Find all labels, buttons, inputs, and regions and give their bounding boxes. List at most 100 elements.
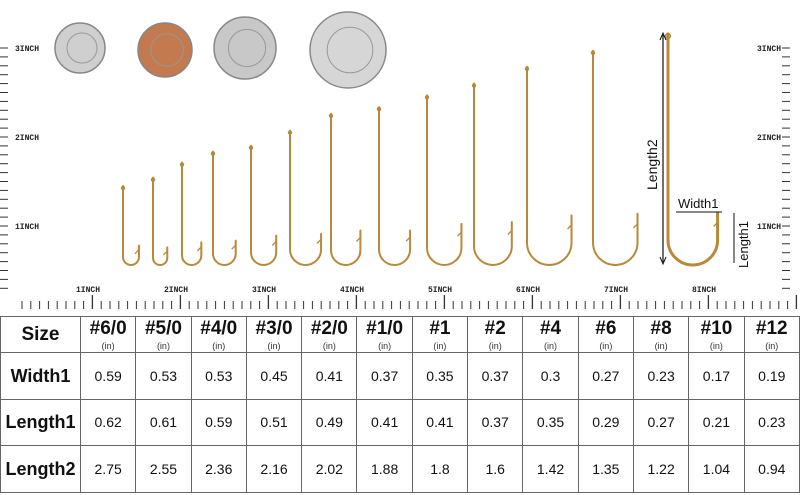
penny-coin (137, 22, 193, 78)
row-label: Width1 (0, 352, 81, 400)
vertical-rulers: 3INCH 2INCH 1INCH 3INCH 2INCH 1INCH (0, 45, 790, 289)
value-cell: 0.37 (467, 352, 524, 400)
value-cell: 0.35 (411, 352, 469, 400)
value-cell: 1.35 (577, 445, 634, 493)
row-label: Length2 (0, 445, 81, 493)
unit-label: (in) (709, 341, 723, 351)
horizontal-ruler-label: 6INCH (516, 286, 540, 295)
size-label: #4/0 (200, 318, 238, 339)
size-header-cell: #8 (in) (632, 316, 690, 353)
hook-#4 (248, 144, 278, 266)
unit-label: (in) (101, 341, 115, 351)
horizontal-ruler: 1INCH 2INCH 3INCH 4INCH 5INCH 6INCH 7INCH 8INCH (21, 286, 798, 309)
horizontal-ruler-label: 7INCH (604, 286, 628, 295)
value-cell: 0.62 (79, 398, 137, 447)
hook-#8 (179, 161, 203, 266)
size-label: #2 (484, 318, 506, 339)
size-header-cell: #12 (in) (743, 316, 800, 353)
value-cell: 1.88 (356, 445, 413, 493)
quarter-coin (309, 11, 387, 89)
dimension-diagram: Length2 Width1 Length1 (644, 31, 751, 268)
size-header-cell: #6 (in) (577, 316, 634, 353)
value-cell: 0.27 (632, 398, 690, 447)
dime-coin (54, 22, 106, 74)
table-row: Length1 0.62 0.61 0.59 0.51 0.49 0.41 0.41 0.37 0… (0, 398, 800, 447)
table-row: Length2 2.75 2.55 2.36 2.16 2.02 1.88 1.8 1.6 1.4… (0, 445, 800, 493)
vertical-ruler-label: 2INCH (15, 134, 39, 143)
size-header-cell: #10 (in) (688, 316, 745, 353)
value-cell: 2.55 (135, 445, 192, 493)
value-cell: 2.36 (190, 445, 247, 493)
unit-label: (in) (378, 341, 392, 351)
table-row: Width1 0.59 0.53 0.53 0.45 0.41 0.37 0.35 0.37 0.… (0, 352, 800, 400)
size-label: #6/0 (89, 318, 127, 339)
hook-#10 (150, 176, 169, 266)
length1-label: Length1 (736, 221, 751, 268)
unit-label: (in) (433, 341, 447, 351)
vertical-ruler-label: 1INCH (15, 223, 39, 232)
unit-label: (in) (544, 341, 558, 351)
hook-#2/0 (424, 94, 463, 266)
hook-#4/0 (524, 65, 573, 266)
size-label: #12 (755, 318, 788, 339)
value-cell: 0.37 (356, 352, 413, 400)
value-cell: 0.23 (632, 352, 690, 400)
size-label: #6 (595, 318, 617, 339)
horizontal-ruler-label: 8INCH (692, 286, 716, 295)
size-label: #10 (700, 318, 733, 339)
vertical-ruler-label: 1INCH (757, 223, 781, 232)
unit-label: (in) (488, 341, 502, 351)
size-header-cell: #6/0 (in) (79, 316, 137, 353)
value-cell: 2.16 (245, 445, 303, 493)
horizontal-ruler-label: 4INCH (340, 286, 364, 295)
size-header-cell: #5/0 (in) (135, 316, 192, 353)
value-cell: 0.45 (245, 352, 303, 400)
size-header-cell: #2/0 (in) (301, 316, 358, 353)
unit-label: (in) (599, 341, 613, 351)
hook-#1 (328, 112, 362, 266)
value-cell: 0.27 (577, 352, 634, 400)
unit-label: (in) (156, 341, 170, 351)
value-cell: 0.41 (411, 398, 469, 447)
hook-#5/0 (590, 49, 639, 266)
size-header-cell: #4 (in) (522, 316, 579, 353)
size-label: #1/0 (366, 318, 404, 339)
value-cell: 0.37 (467, 398, 524, 447)
value-cell: 0.17 (688, 352, 745, 400)
size-header-cell: #1/0 (in) (356, 316, 413, 353)
value-cell: 0.53 (135, 352, 192, 400)
value-cell: 0.19 (743, 352, 800, 400)
value-cell: 0.3 (522, 352, 579, 400)
hook-#1/0 (376, 106, 412, 266)
size-label: #1 (429, 318, 451, 339)
vertical-ruler-label: 3INCH (757, 45, 781, 54)
table-header-row: Size #6/0 (in) #5/0 (in) #4/0 (in) #3/0 (in) #2/… (0, 316, 800, 353)
unit-label: (in) (322, 341, 336, 351)
unit-label: (in) (212, 341, 226, 351)
value-cell: 0.59 (79, 352, 137, 400)
value-cell: 0.94 (743, 445, 800, 493)
vertical-ruler-label: 3INCH (15, 45, 39, 54)
size-header-cell: #4/0 (in) (190, 316, 247, 353)
horizontal-ruler-label: 3INCH (252, 286, 276, 295)
value-cell: 1.8 (411, 445, 469, 493)
width1-label: Width1 (678, 196, 718, 211)
value-cell: 0.61 (135, 398, 192, 447)
hook-#2 (287, 129, 323, 266)
value-cell: 0.51 (245, 398, 303, 447)
hook-#6/0 (664, 32, 720, 267)
value-cell: 0.35 (522, 398, 579, 447)
size-header: Size (0, 316, 81, 353)
unit-label: (in) (765, 341, 779, 351)
size-label: #2/0 (310, 318, 348, 339)
size-label: #8 (650, 318, 672, 339)
size-header-cell: #1 (in) (411, 316, 469, 353)
hook-#6 (210, 150, 237, 266)
hooks (120, 32, 720, 267)
horizontal-ruler-label: 2INCH (164, 286, 188, 295)
vertical-ruler-label: 2INCH (757, 134, 781, 143)
hook-#12 (120, 185, 140, 266)
coins (54, 11, 387, 89)
value-cell: 1.42 (522, 445, 579, 493)
hook-size-illustration: 3INCH 2INCH 1INCH 3INCH 2INCH 1INCH 1INCH 2INC… (0, 11, 798, 309)
